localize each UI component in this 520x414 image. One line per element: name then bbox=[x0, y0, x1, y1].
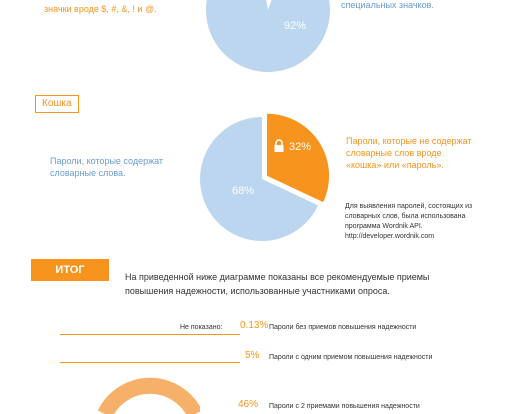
wordnik-note-line: словарных слов, была использована bbox=[345, 213, 466, 220]
lock-icon bbox=[273, 139, 285, 152]
middle-blue-caption: Пароли, которые содержат словарные слова… bbox=[50, 155, 163, 179]
section-tag-koshka: Кошка bbox=[35, 95, 79, 113]
row-prefix: Не показано: bbox=[180, 324, 223, 331]
summary-text-line: повышения надежности, использованные уча… bbox=[125, 286, 390, 296]
summary-text-line: На приведенной ниже диаграмме показаны в… bbox=[125, 272, 430, 282]
middle-blue-caption-line: словарные слова. bbox=[50, 168, 126, 178]
top-pie-chart bbox=[206, 0, 330, 72]
wordnik-note-line: Для выявления паролей, состоящих из bbox=[345, 203, 473, 210]
middle-pie-orange-value: 32% bbox=[289, 141, 312, 153]
top-left-caption: значки вроде $, #, &, ! и @. bbox=[44, 4, 157, 14]
summary-text: На приведенной ниже диаграмме показаны в… bbox=[125, 270, 429, 298]
middle-pie-blue-value: 68% bbox=[232, 185, 255, 197]
row-divider bbox=[60, 334, 240, 335]
row-label: Пароли с 2 приемами повышения надежности bbox=[269, 403, 420, 410]
row-value: 46% bbox=[238, 399, 259, 410]
row-value: 0.13% bbox=[240, 320, 269, 331]
row-value: 5% bbox=[245, 350, 260, 361]
row-divider bbox=[60, 362, 240, 363]
middle-pie-chart bbox=[199, 113, 330, 241]
row-label: Пароли с одним приемом повышения надежно… bbox=[269, 354, 433, 361]
middle-orange-caption-line: «кошка» или «пароль». bbox=[346, 160, 444, 170]
row-label: Пароли без приемов повышения надежности bbox=[269, 324, 417, 331]
middle-orange-caption: Пароли, которые не содержат словарные сл… bbox=[346, 135, 472, 171]
top-pie-value: 92% bbox=[284, 20, 307, 32]
pie-slice bbox=[267, 113, 330, 203]
pie-slice bbox=[206, 0, 330, 72]
pie-slice bbox=[199, 116, 319, 241]
middle-blue-caption-line: Пароли, которые содержат bbox=[50, 156, 164, 166]
wordnik-note-line: программа Wordnik API. bbox=[345, 223, 423, 230]
top-right-caption: специальных значков. bbox=[341, 0, 434, 10]
summary-tag: ИТОГ bbox=[31, 259, 109, 281]
summary-ring bbox=[97, 377, 200, 414]
middle-orange-caption-line: словарные слов вроде bbox=[346, 148, 442, 158]
wordnik-note: Для выявления паролей, состоящих из слов… bbox=[345, 202, 472, 242]
wordnik-note-line: http://developer.wordnik.com bbox=[345, 233, 435, 240]
middle-orange-caption-line: Пароли, которые не содержат bbox=[346, 136, 472, 146]
